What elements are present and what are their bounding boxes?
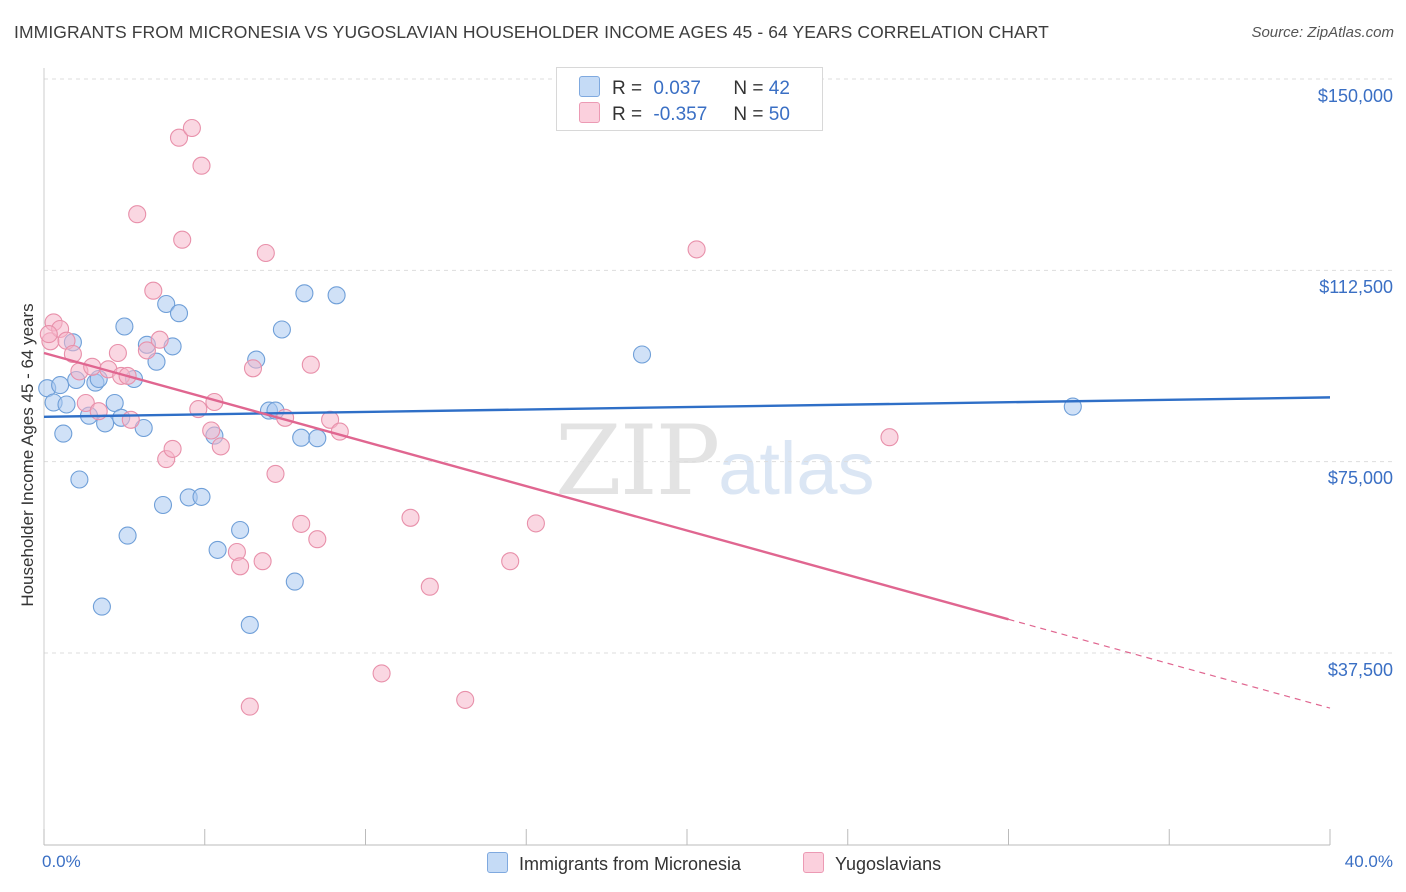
- yugoslavian-point: [526, 514, 545, 533]
- yugoslavian-point: [63, 344, 82, 364]
- yugoslavian-trend-extension: [1008, 618, 1331, 709]
- micronesia-point: [157, 294, 176, 314]
- yugoslavian-point: [137, 341, 156, 360]
- yugoslavian-point: [253, 552, 272, 571]
- yugoslavian-trend-line: [43, 351, 1009, 621]
- micronesia-swatch: [579, 76, 600, 97]
- source-label: Source: ZipAtlas.com: [1251, 24, 1394, 41]
- micronesia-point: [308, 429, 327, 448]
- yugoslavian-point: [121, 410, 140, 429]
- yugoslavian-point: [456, 690, 475, 709]
- micronesia-point: [153, 495, 173, 515]
- y-tick-label: $150,000: [1317, 86, 1393, 106]
- yugoslavian-point: [128, 205, 147, 224]
- yugoslavian-point: [256, 243, 275, 263]
- micronesia-point: [70, 470, 89, 489]
- yugoslavians-swatch: [579, 102, 600, 123]
- r-value: -0.357: [653, 104, 708, 125]
- yugoslavian-point: [169, 128, 189, 147]
- micronesia-point: [231, 520, 250, 540]
- micronesia-point: [240, 615, 259, 634]
- micronesia-point: [92, 597, 111, 616]
- yugoslavian-point: [292, 514, 311, 533]
- micronesia-point: [54, 424, 73, 443]
- legend-item-yugoslavians: Yugoslavians: [803, 852, 941, 875]
- yugoslavian-point: [76, 393, 95, 413]
- micronesia-point: [51, 376, 70, 395]
- yugoslavian-point: [173, 230, 192, 249]
- micronesia-swatch: [487, 852, 508, 873]
- y-axis-label: Householder Income Ages 45 - 64 years: [18, 303, 37, 607]
- yugoslavian-point: [150, 330, 169, 349]
- y-tick-label: $75,000: [1327, 468, 1393, 488]
- micronesia-point: [118, 526, 137, 545]
- legend-item-micronesia: Immigrants from Micronesia: [487, 852, 741, 875]
- yugoslavian-point: [211, 437, 230, 456]
- micronesia-point: [285, 572, 304, 591]
- watermark-atlas: atlas: [718, 427, 875, 510]
- yugoslavian-point: [880, 428, 899, 447]
- micronesia-point: [134, 418, 153, 438]
- y-tick-label: $112,500: [1319, 277, 1393, 297]
- yugoslavian-point: [231, 557, 250, 576]
- yugoslavian-point: [192, 156, 211, 175]
- r-value: 0.037: [653, 78, 701, 99]
- y-tick-label: $37,500: [1327, 660, 1393, 680]
- watermark-zip: ZIP: [555, 405, 720, 517]
- yugoslavian-point: [301, 355, 320, 374]
- micronesia-point: [57, 395, 76, 414]
- micronesia-point: [327, 286, 346, 305]
- yugoslavian-point: [420, 577, 439, 596]
- micronesia-point: [295, 284, 314, 303]
- yugoslavian-point: [308, 530, 327, 549]
- micronesia-point: [169, 304, 189, 323]
- stats-legend: R = 0.037 N = 42 R = -0.357 N = 50: [556, 67, 823, 131]
- yugoslavians-swatch: [803, 852, 824, 873]
- micronesia-point: [208, 540, 227, 559]
- n-value: 50: [768, 104, 790, 125]
- yugoslavian-point: [401, 508, 420, 527]
- yugoslavian-point: [144, 281, 163, 300]
- yugoslavian-point: [182, 118, 201, 138]
- yugoslavian-point: [240, 697, 259, 716]
- n-value: 42: [768, 78, 790, 99]
- micronesia-trend-line: [43, 396, 1331, 418]
- micronesia-point: [292, 428, 311, 447]
- yugoslavian-point: [266, 464, 285, 483]
- yugoslavian-point: [202, 421, 221, 440]
- yugoslavian-point: [687, 240, 706, 259]
- yugoslavian-point: [372, 664, 391, 683]
- x-tick-label-min: 0.0%: [42, 852, 81, 871]
- yugoslavian-point: [501, 552, 520, 571]
- x-tick-label-max: 40.0%: [1344, 852, 1393, 871]
- stats-row-micronesia: R = 0.037 N = 42: [579, 76, 790, 99]
- yugoslavian-point: [39, 325, 58, 344]
- micronesia-point: [632, 345, 652, 364]
- yugoslavian-point: [243, 359, 263, 378]
- stats-row-yugoslavians: R = -0.357 N = 50: [579, 102, 790, 125]
- yugoslavian-point: [163, 439, 182, 458]
- micronesia-point: [272, 320, 291, 339]
- micronesia-point: [192, 487, 211, 506]
- micronesia-point: [105, 393, 124, 413]
- chart-title: IMMIGRANTS FROM MICRONESIA VS YUGOSLAVIA…: [14, 22, 1049, 42]
- micronesia-point: [115, 317, 134, 336]
- watermark: ZIPatlas: [555, 405, 875, 517]
- yugoslavian-point: [108, 343, 127, 363]
